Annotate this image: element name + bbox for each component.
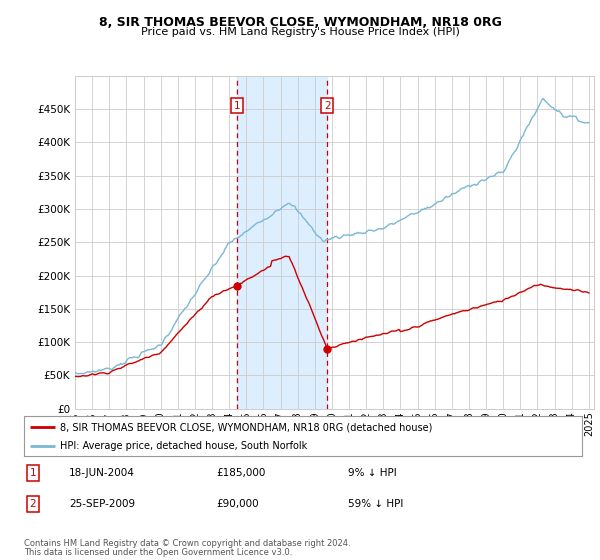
Text: £90,000: £90,000: [216, 499, 259, 509]
Text: This data is licensed under the Open Government Licence v3.0.: This data is licensed under the Open Gov…: [24, 548, 292, 557]
Text: 2: 2: [324, 101, 331, 110]
Text: 9% ↓ HPI: 9% ↓ HPI: [348, 468, 397, 478]
Text: HPI: Average price, detached house, South Norfolk: HPI: Average price, detached house, Sout…: [60, 441, 308, 451]
Text: 1: 1: [29, 468, 37, 478]
Text: 8, SIR THOMAS BEEVOR CLOSE, WYMONDHAM, NR18 0RG (detached house): 8, SIR THOMAS BEEVOR CLOSE, WYMONDHAM, N…: [60, 422, 433, 432]
Text: Contains HM Land Registry data © Crown copyright and database right 2024.: Contains HM Land Registry data © Crown c…: [24, 539, 350, 548]
Text: 1: 1: [234, 101, 241, 110]
Text: 18-JUN-2004: 18-JUN-2004: [69, 468, 135, 478]
Bar: [237, 76, 328, 409]
Text: 2: 2: [29, 499, 37, 509]
Text: 25-SEP-2009: 25-SEP-2009: [69, 499, 135, 509]
Text: £185,000: £185,000: [216, 468, 265, 478]
Text: Price paid vs. HM Land Registry's House Price Index (HPI): Price paid vs. HM Land Registry's House …: [140, 27, 460, 37]
Text: 59% ↓ HPI: 59% ↓ HPI: [348, 499, 403, 509]
Text: 8, SIR THOMAS BEEVOR CLOSE, WYMONDHAM, NR18 0RG: 8, SIR THOMAS BEEVOR CLOSE, WYMONDHAM, N…: [98, 16, 502, 29]
